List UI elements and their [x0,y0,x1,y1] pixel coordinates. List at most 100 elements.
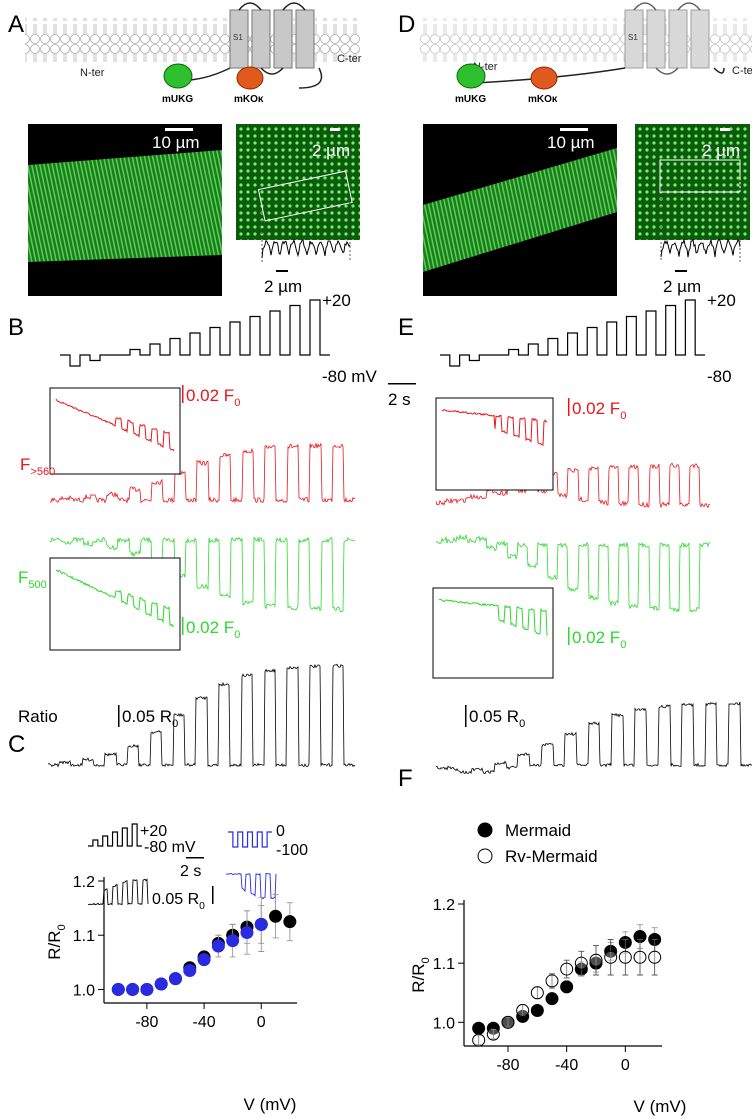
ratio-scale-label-main: 0.05 R [152,891,199,908]
voltage-high: +20 [322,291,351,310]
red-scale-label: 0.02 F0 [572,399,626,422]
data-point [111,982,125,996]
data-point [545,974,559,988]
time-scale-bar [186,857,204,859]
scale-bar [568,398,570,416]
voltage-protocol [440,299,705,367]
error-bar [578,950,585,976]
y-tick-label: 1.0 [433,1015,455,1032]
data-point [560,962,574,976]
fluorescence-trace [47,663,356,768]
x-axis-label: V (mV) [244,1095,297,1114]
transmembrane-segment [646,9,666,69]
voltage-low: -80 mV [322,367,377,386]
scale-bar [276,270,288,272]
voltage-high: +20 [707,291,736,310]
y-axis-label-sub: 0 [420,957,432,963]
roi-box [659,159,741,193]
membrane-diagram [420,2,752,75]
error-bar [637,939,643,976]
mini-trace [225,872,277,900]
inset-box [435,397,554,491]
voltage-protocol [88,823,142,847]
scale-bar [118,705,120,727]
green-scale-label: 0.02 F0 [186,618,240,641]
voltage-high: +20 [140,823,167,840]
c-ter-label: C-ter [337,53,362,65]
red-trace-label-main: F [20,455,30,474]
inset-box [49,557,181,651]
x-tick-label: 0 [621,1057,630,1074]
mini-trace [87,878,149,906]
data-point [197,953,211,967]
voltage-low: -80 [707,367,732,386]
voltage-high: 0 [276,823,285,840]
x-tick-label: 0 [257,1014,266,1031]
error-bar [651,939,658,976]
data-point [269,909,283,923]
panel-label: E [398,314,414,341]
x-tick-label: -80 [496,1057,519,1074]
x-tick-label: -40 [193,1014,216,1031]
scale-bar-label: 10 µm [152,133,200,152]
data-point [240,926,254,940]
y-axis-label-sub: 0 [56,924,68,930]
voltage-low: -80 mV [144,839,196,856]
data-point [154,977,168,991]
scale-bar [182,385,184,403]
ratio-scale-label: 0.05 R0 [122,707,178,730]
ratio-scale-label-sub: 0 [199,901,205,912]
voltage-protocol [228,831,272,848]
data-point [589,953,603,967]
myocyte [28,150,222,262]
inset-box [432,587,554,679]
panel-label: D [398,11,415,38]
x-axis-label: V (mV) [634,1097,687,1116]
panel-label: F [398,765,413,792]
profile-scale-label: 2 µm [663,277,701,296]
y-tick-label: 1.1 [73,928,95,945]
linker [189,67,323,89]
myocyte [423,148,617,272]
voltage-protocol [60,299,330,367]
time-scale-label: 2 s [180,863,201,880]
data-point [618,950,632,964]
inset-trace [441,409,548,446]
transmembrane-segment [273,9,293,69]
data-point [486,1027,500,1041]
data-point [516,1004,530,1017]
inset-scale-label: 2 µm [312,141,350,160]
green-scale-label-main: 0.02 F [186,618,234,637]
data-point [211,939,225,953]
green-trace-label-main: F [18,568,28,587]
data-point [283,915,297,929]
panel-label: C [8,731,25,758]
fluorescence-trace [49,536,356,613]
green-trace-label: F500 [18,568,47,591]
mukg-protein [163,63,193,89]
profile-scale-label: 2 µm [264,277,302,296]
inset-scale-label: 2 µm [702,141,740,160]
green-scale-label-sub: 0 [620,639,626,651]
data-point [168,972,182,986]
red-trace-label-sub: >560 [30,466,55,478]
legend-label: Rv-Mermaid [505,847,598,866]
scale-bar [465,705,467,727]
y-tick-label: 1.2 [73,874,95,891]
error-bar [622,939,629,976]
data-point [472,1033,486,1047]
ratio-scale-label-sub: 0 [172,718,178,730]
intensity-profile [261,238,351,259]
membrane-diagram [25,2,360,75]
x-tick-label: -80 [135,1014,158,1031]
inset-micrograph [635,124,750,240]
green-trace-label-sub: 500 [28,579,46,591]
inset-trace [55,398,175,452]
error-bar [475,1034,482,1046]
mko-protein [530,66,558,90]
y-tick-label: 1.2 [433,897,455,914]
fluorescence-trace [435,701,752,775]
red-scale-label-sub: 0 [234,397,240,409]
red-trace-label: F>560 [20,455,55,478]
green-scale-label-sub: 0 [234,629,240,641]
